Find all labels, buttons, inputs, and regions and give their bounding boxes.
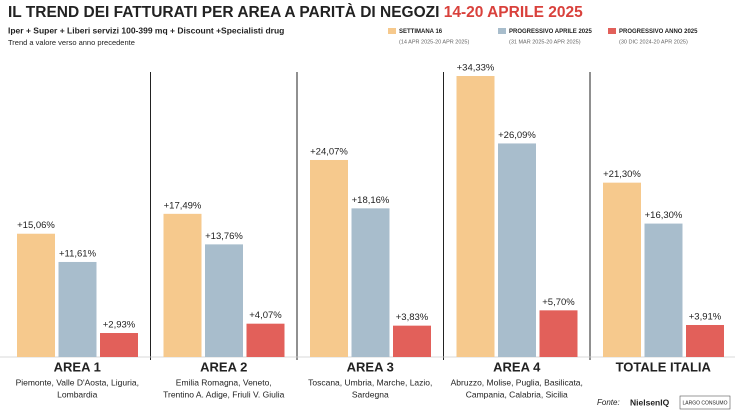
category-detail: Toscana, Umbria, Marche, Lazio, [308,377,432,387]
legend-period: (30 DIC 2024-20 APR 2025) [619,39,688,45]
category-detail: Sardegna [352,389,389,399]
value-label: +21,30% [603,169,641,180]
source-label: Fonte: [597,398,620,407]
value-label: +17,49% [164,200,202,211]
bar [351,208,390,357]
legend-swatch [388,28,396,34]
value-label: +26,09% [498,130,536,141]
category-detail: Piemonte, Valle D'Aosta, Liguria, [16,377,139,387]
value-label: +11,61% [59,248,97,259]
bar [603,182,641,357]
category-detail: Trentino A. Adige, Friuli V. Giulia [163,389,285,399]
legend-swatch [608,28,616,34]
legend-label: PROGRESSIVO ANNO 2025 [619,29,698,35]
value-label: +4,07% [249,310,282,321]
value-label: +18,16% [352,195,390,206]
category-label: AREA 1 [54,359,101,374]
value-label: +24,07% [310,146,348,157]
bar [17,233,55,357]
category-label: AREA 2 [200,359,247,374]
value-label: +5,70% [542,297,575,308]
note: Trend a valore verso anno precedente [8,38,135,47]
bar [310,159,348,357]
category-detail: Lombardia [57,389,97,399]
category-detail: Campania, Calabria, Sicilia [466,389,568,399]
category-label: AREA 3 [347,359,394,374]
title-highlight: 14-20 APRILE 2025 [444,4,583,21]
value-label: +13,76% [205,231,243,242]
logo-box [679,395,731,410]
value-label: +3,83% [396,312,429,323]
bar [163,213,202,357]
bar [205,244,243,357]
category-label: AREA 4 [493,359,541,374]
bar [644,223,683,357]
bar [246,323,285,357]
source-logo: NielsenIQ [630,397,670,407]
legend-label: SETTIMANA 16 [399,29,443,35]
title-main: IL TREND DEI FATTURATI PER AREA A PARITÀ… [8,4,439,21]
chart-title: IL TREND DEI FATTURATI PER AREA A PARITÀ… [8,4,583,21]
value-label: +16,30% [645,210,683,221]
legend-swatch [498,28,506,34]
bar [539,310,578,357]
bar [393,325,431,357]
source-logo: LARGO CONSUMO [682,400,727,406]
value-label: +15,06% [17,220,55,231]
value-label: +2,93% [103,320,136,331]
bar [456,76,495,357]
legend-period: (14 APR 2025-20 APR 2025) [399,39,469,45]
bar [498,143,536,357]
bar [686,324,724,357]
legend-label: PROGRESSIVO APRILE 2025 [509,29,592,35]
category-detail: Abruzzo, Molise, Puglia, Basilicata, [451,377,583,387]
category-label: TOTALE ITALIA [616,359,712,374]
bar [100,333,138,357]
legend-period: (31 MAR 2025-20 APR 2025) [509,39,581,45]
category-detail: Emilia Romagna, Veneto, [176,377,272,387]
bar [58,261,97,357]
subtitle: Iper + Super + Liberi servizi 100-399 mq… [8,25,284,35]
value-label: +34,33% [457,63,495,74]
value-label: +3,91% [689,312,722,323]
